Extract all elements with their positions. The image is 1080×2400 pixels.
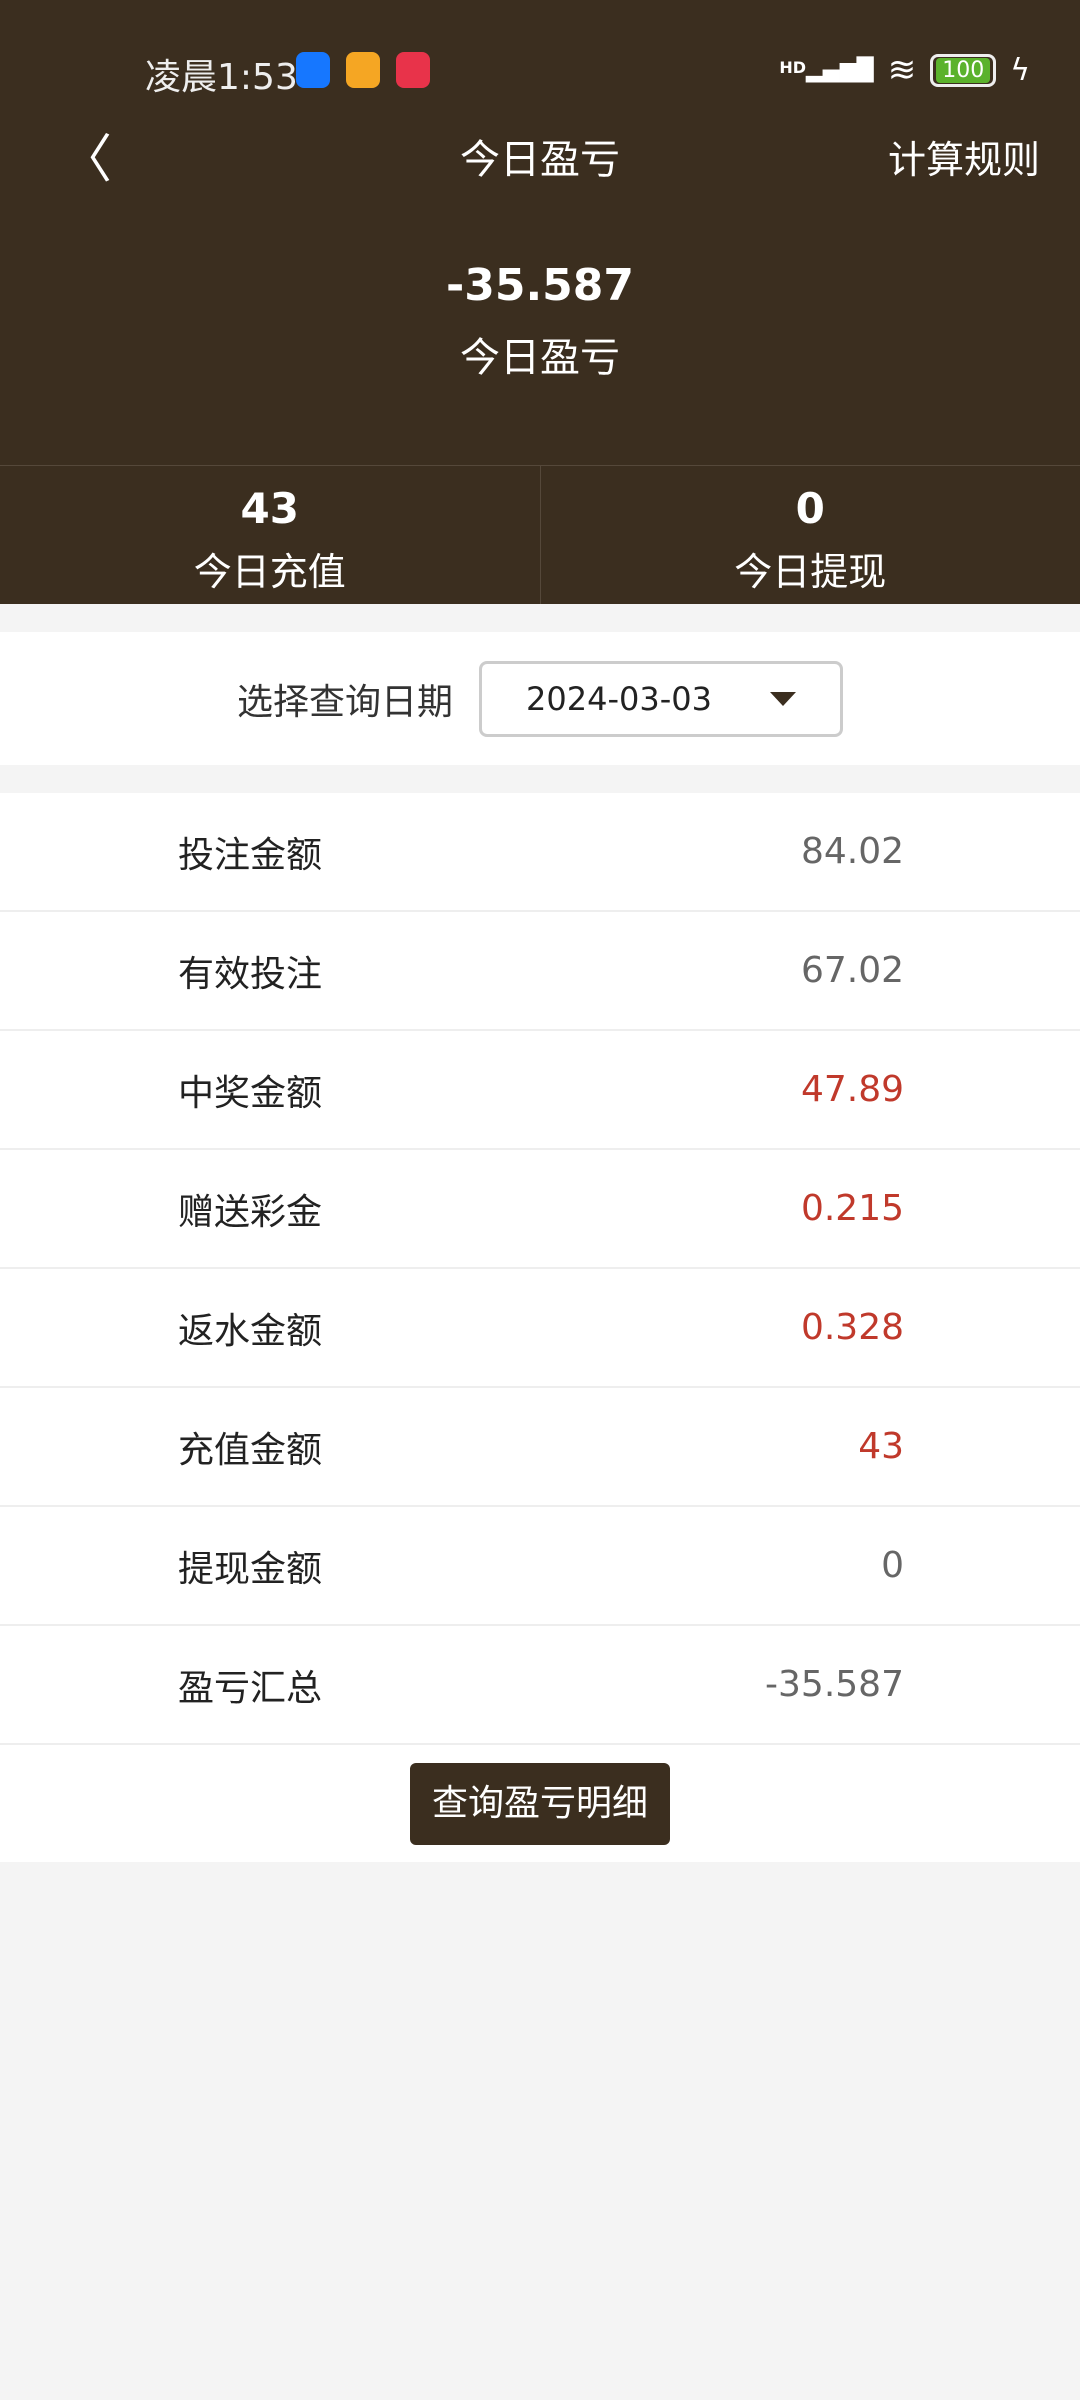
item-value: 0.328 [800,1307,904,1348]
stat-recharge: 43 今日充值 [0,466,540,604]
item-label: 提现金额 [178,1548,323,1590]
stat-label: 今日充值 [193,550,346,594]
item-label: 有效投注 [178,953,323,995]
status-right: HD▂▄▆█ ≋ 100 ϟ [779,50,1030,90]
message-app-icon [346,52,380,88]
status-bar: 凌晨1:53 HD▂▄▆█ ≋ 100 ϟ [0,0,1080,130]
item-value: -35.587 [765,1664,904,1705]
stat-value: 43 [240,484,299,533]
status-time: 凌晨1:53 [145,57,298,98]
stats-bar: 43 今日充值 0 今日提现 [0,465,1080,604]
item-value: 84.02 [800,831,904,872]
item-label: 中奖金额 [178,1072,323,1114]
item-value: 0.215 [800,1188,904,1229]
calc-rules-link[interactable]: 计算规则 [887,138,1040,182]
profit-summary: -35.587 今日盈亏 [0,260,1080,383]
list-item: 充值金额 43 [0,1388,1080,1507]
item-value: 67.02 [800,950,904,991]
list-item: 有效投注 67.02 [0,912,1080,1031]
item-value: 43 [858,1426,904,1467]
header: 凌晨1:53 HD▂▄▆█ ≋ 100 ϟ 今日盈亏 〈 计算规则 -35.58… [0,0,1080,604]
date-select[interactable]: 2024-03-03 [479,660,843,737]
list-item: 盈亏汇总 -35.587 [0,1626,1080,1745]
notification-icons [296,52,430,88]
network-type: HD [779,57,807,77]
profit-details-list: 投注金额 84.02 有效投注 67.02 中奖金额 47.89 赠送彩金 0.215 返水金额… [0,793,1080,1862]
nav-bar: 今日盈亏 〈 计算规则 [0,130,1080,200]
button-row: 查询盈亏明细 [0,1745,1080,1862]
date-filter: 选择查询日期 2024-03-03 [0,632,1080,765]
alipay-icon [296,52,330,88]
stat-value: 0 [795,484,825,533]
stat-withdraw: 0 今日提现 [539,466,1080,604]
item-label: 投注金额 [178,834,323,876]
signal-icon: HD▂▄▆█ [779,57,874,83]
caret-down-icon [770,691,796,706]
item-label: 充值金额 [178,1429,323,1471]
shopping-app-icon [396,52,430,88]
back-icon[interactable]: 〈 [60,130,113,190]
battery-level: 100 [936,57,991,83]
item-label: 盈亏汇总 [178,1667,323,1709]
query-details-button[interactable]: 查询盈亏明细 [409,1762,670,1845]
wifi-icon: ≋ [887,50,917,90]
list-item: 提现金额 0 [0,1507,1080,1626]
list-item: 返水金额 0.328 [0,1269,1080,1388]
item-value: 47.89 [800,1069,904,1110]
stat-label: 今日提现 [734,550,887,594]
item-label: 返水金额 [178,1310,323,1352]
date-value: 2024-03-03 [526,679,712,718]
profit-amount: -35.587 [445,260,635,311]
item-label: 赠送彩金 [178,1191,323,1233]
battery-icon: 100 [930,53,997,87]
list-item: 投注金额 84.02 [0,793,1080,912]
item-value: 0 [881,1545,904,1586]
page-title: 今日盈亏 [460,137,620,183]
profit-label: 今日盈亏 [460,335,620,381]
list-item: 中奖金额 47.89 [0,1031,1080,1150]
list-item: 赠送彩金 0.215 [0,1150,1080,1269]
charging-icon: ϟ [1010,52,1030,88]
date-filter-label: 选择查询日期 [236,681,453,723]
